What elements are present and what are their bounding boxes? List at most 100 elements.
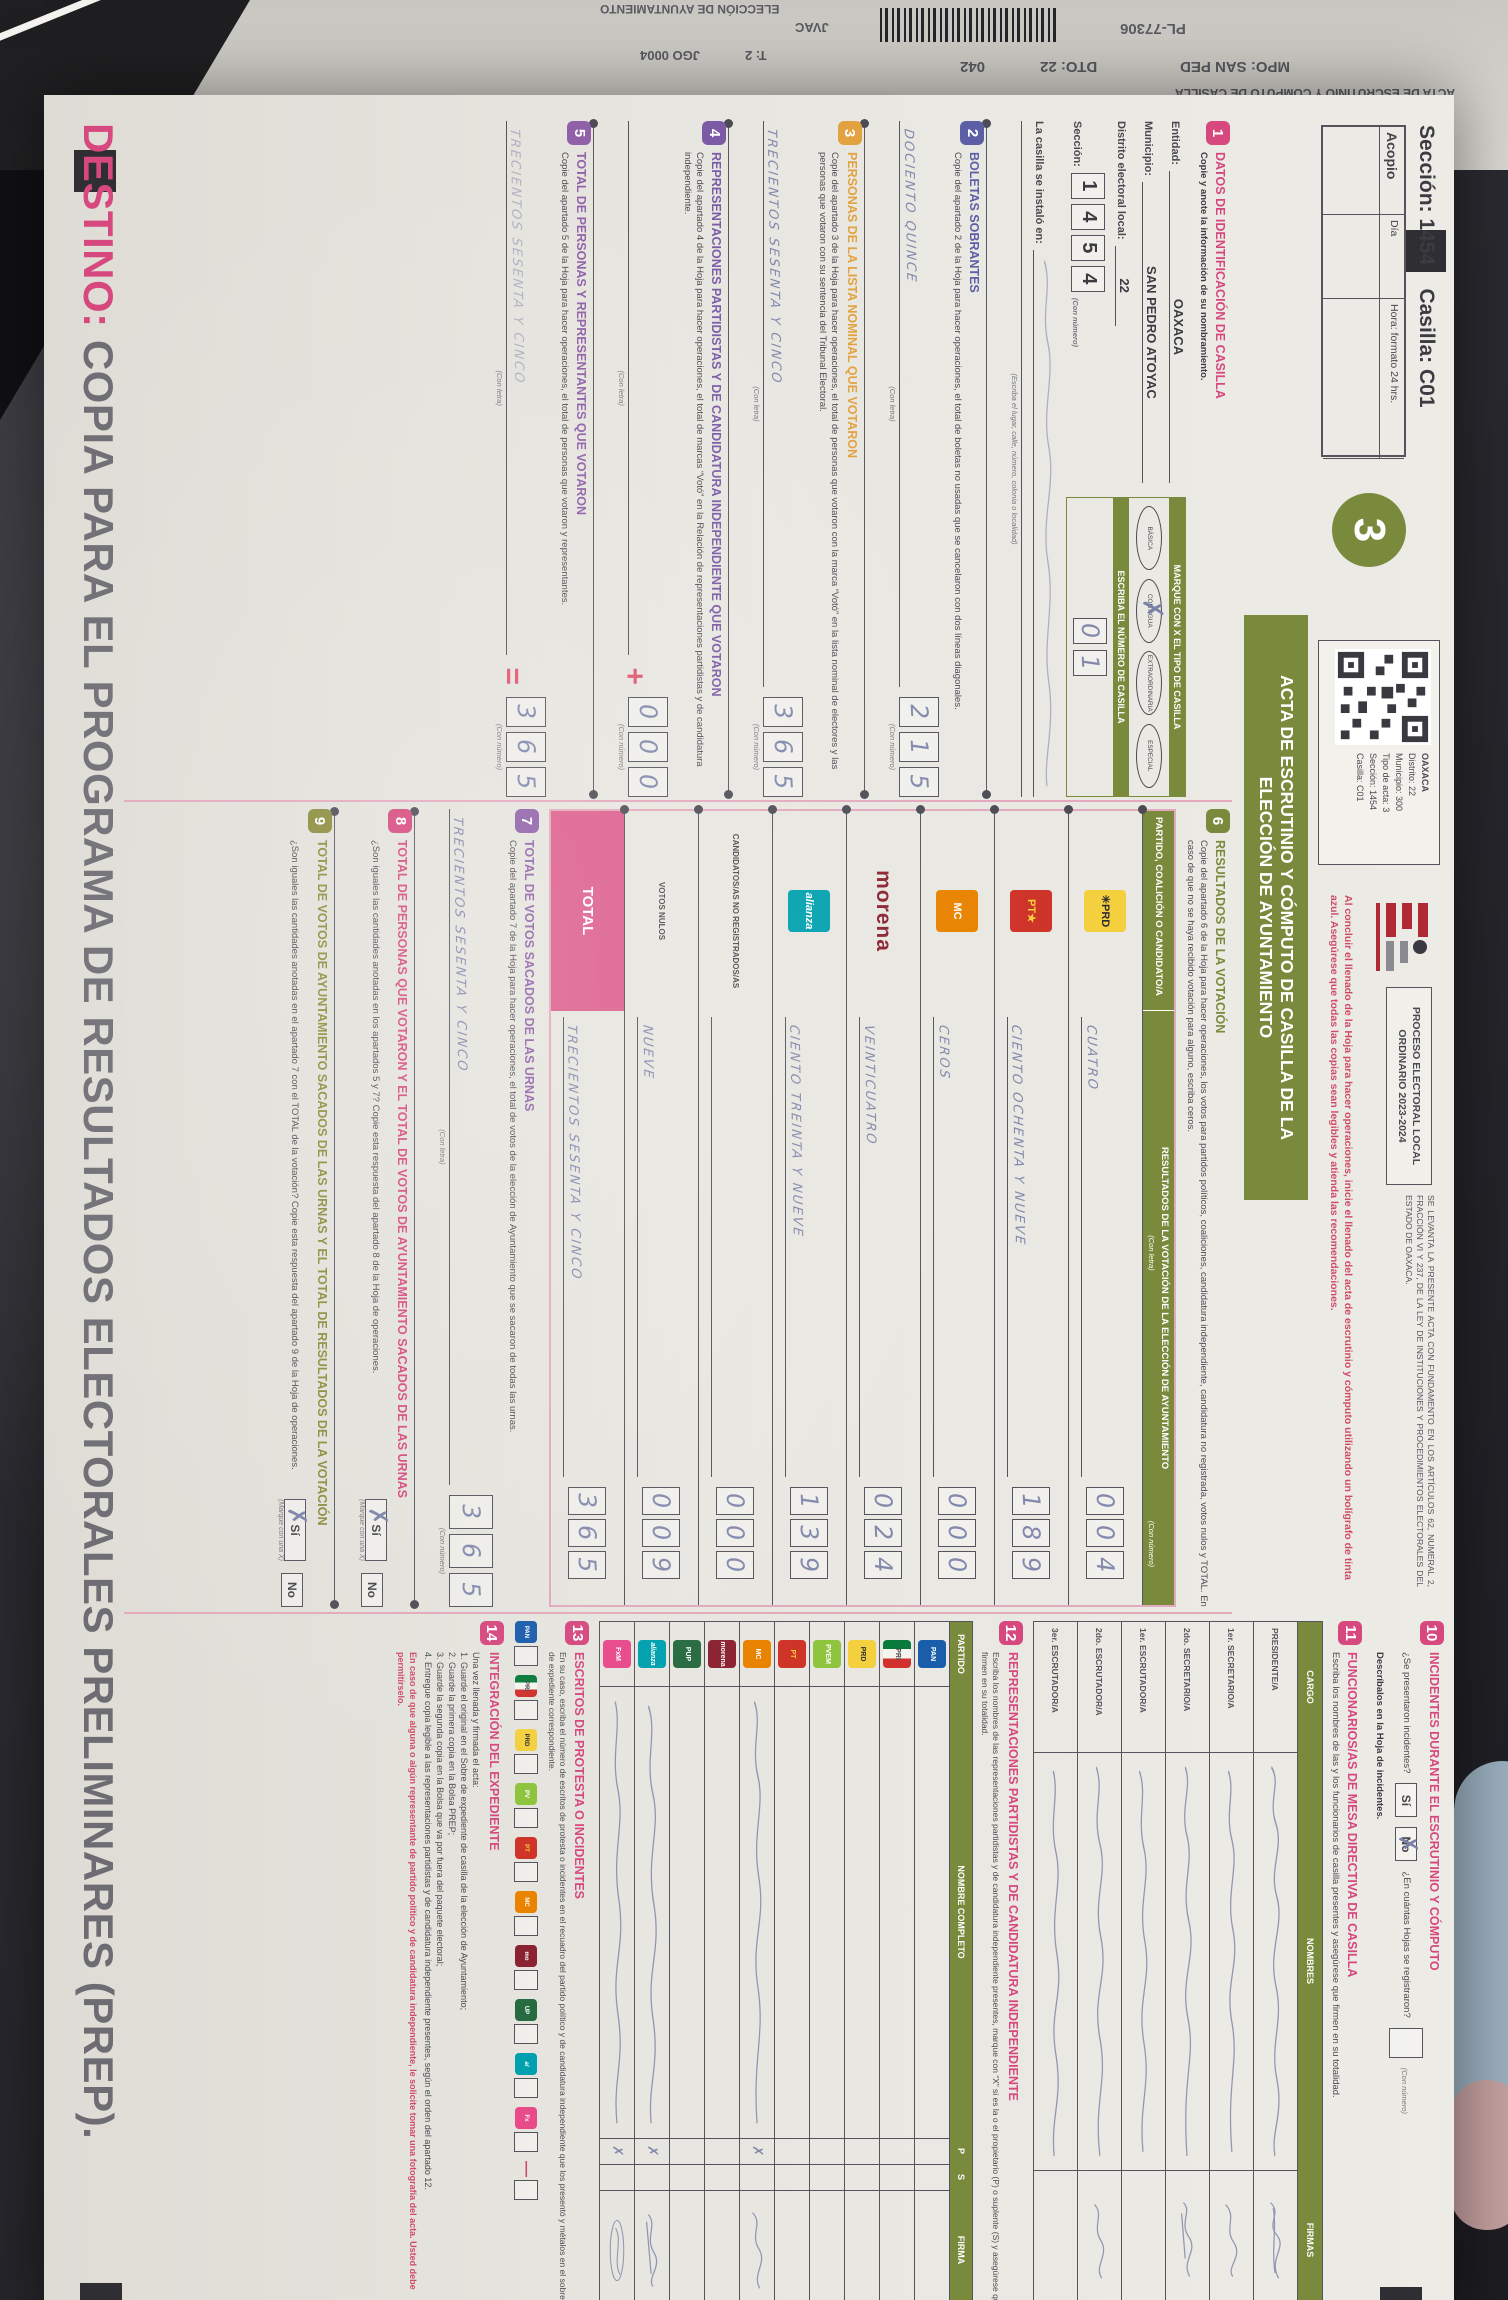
section-1-datos-identificacion: 1 DATOS DE IDENTIFICACIÓN DE CASILLA Cop… bbox=[1010, 121, 1230, 797]
handwritten-name bbox=[1138, 1770, 1148, 2153]
section-4-representaciones-votaron: 4 REPRESENTACIONES PARTIDISTAS Y DE CAND… bbox=[617, 121, 727, 797]
funcionario-row: 2do. SECRETARIO/A bbox=[1165, 1622, 1210, 2300]
section-10-title: INCIDENTES DURANTE EL ESCRUTINIO Y CÓMPU… bbox=[1427, 1652, 1441, 1971]
casilla-tipo-title: MARQUE CON X EL TIPO DE CASILLA bbox=[1169, 498, 1186, 796]
section-separator bbox=[728, 121, 743, 797]
funcionario-row: 1er. ESCRUTADOR/A bbox=[1121, 1622, 1166, 2300]
mc-letra: CEROS bbox=[935, 1024, 952, 1081]
dia-empty-cell bbox=[1323, 215, 1379, 299]
rep-row-fxm: FxM ✗ bbox=[600, 1622, 636, 2300]
acopio-box: Acopio Día Hora: formato 24 hrs. bbox=[1321, 125, 1406, 459]
corner-block: Sección: 1454 Casilla: C01 Acopio Día Ho… bbox=[1321, 125, 1438, 459]
x-mark-si: ✗ bbox=[282, 1504, 313, 1529]
rep-row-mc: MC ✗ bbox=[740, 1622, 776, 2300]
escritos-count-box bbox=[513, 2180, 538, 2200]
signature-scribble bbox=[752, 2212, 763, 2289]
seccion-field-label: Sección: bbox=[1071, 121, 1084, 167]
section-1-badge: 1 bbox=[1206, 121, 1230, 145]
seccion-value: 1454 bbox=[1415, 218, 1438, 266]
bag-dto: DTO: 22 bbox=[1040, 58, 1098, 75]
rep-row-pvem: PVEM bbox=[810, 1622, 846, 2300]
barcode-icon bbox=[880, 8, 1060, 42]
x-mark-contigua: ✗ bbox=[1136, 596, 1169, 622]
incidentes-note: Descríbalos en la Hoja de incidentes. bbox=[1373, 1652, 1385, 1820]
section-6-badge: 6 bbox=[1206, 809, 1230, 833]
acopio-label: Acopio bbox=[1379, 127, 1404, 215]
handwritten-name bbox=[1184, 1766, 1192, 2157]
handwritten-name bbox=[614, 1701, 622, 2124]
morena-letra: VEINTICUATRO bbox=[860, 1023, 878, 1147]
casilla-label: Casilla: bbox=[1415, 288, 1438, 364]
acta-document: Sección: 1454 Casilla: C01 Acopio Día Ho… bbox=[44, 95, 1454, 2300]
nueva-alianza-logo-icon: al bbox=[514, 2053, 537, 2075]
funcionario-row: 1er. SECRETARIO/A bbox=[1209, 1622, 1254, 2300]
morena-logo-icon: morena bbox=[708, 1640, 737, 1668]
col-p: P bbox=[950, 2138, 973, 2164]
pup-logo-icon: UP bbox=[514, 1999, 537, 2021]
distrito-label: Distrito electoral local: bbox=[1115, 121, 1128, 240]
section-13-escritos-protesta: 13 ESCRITOS DE PROTESTA O INCIDENTES En … bbox=[513, 1621, 590, 2300]
mc-logo-icon: MC bbox=[514, 1891, 537, 1913]
nulos-letra: NUEVE bbox=[639, 1024, 656, 1081]
section-12-representaciones: 12 REPRESENTACIONES PARTIDISTAS Y DE CAN… bbox=[599, 1621, 1023, 2300]
col-nombres: NOMBRES bbox=[1297, 1752, 1322, 2170]
signature-scribble bbox=[646, 2214, 658, 2287]
section-13-title: ESCRITOS DE PROTESTA O INCIDENTES bbox=[572, 1652, 587, 1900]
section-3-text: Copie del apartado 3 de la Hoja para hac… bbox=[816, 152, 841, 770]
section-7-title: TOTAL DE VOTOS SACADOS DE LAS URNAS bbox=[521, 840, 536, 1112]
incidentes-q2: ¿En cuántas Hojas se registraron? bbox=[1400, 1871, 1412, 2018]
section-3-personas-lista-nominal: 3 PERSONAS DE LA LISTA NOMINAL QUE VOTAR… bbox=[753, 121, 862, 797]
section-6-resultados: 6 RESULTADOS DE LA VOTACIÓN Copie del ap… bbox=[548, 809, 1230, 1607]
results-table-header: PARTIDO, COALICIÓN O CANDIDATO/A RESULTA… bbox=[1142, 811, 1174, 1605]
col-nombre-completo: NOMBRE COMPLETO bbox=[950, 1686, 973, 2138]
checkbox-no: No bbox=[361, 1573, 384, 1607]
letra-line: TRECIENTOS SESENTA Y CINCO bbox=[763, 121, 790, 687]
destino-label: DESTINO: bbox=[75, 123, 122, 328]
bag-code-jvac: JVAC bbox=[795, 20, 829, 35]
integracion-intro: Una vez llenada y firmada el acta: bbox=[471, 1652, 482, 1788]
escritos-count-box bbox=[513, 2132, 538, 2152]
independiente-dash: — bbox=[517, 2161, 535, 2177]
casilla-num-1: 1 bbox=[1075, 654, 1105, 672]
entidad-value: OAXACA bbox=[1169, 171, 1187, 483]
handwritten-name bbox=[1095, 1766, 1104, 2157]
con-letra-label: (Con letra) bbox=[1146, 1235, 1156, 1271]
escritos-count-box bbox=[513, 2024, 538, 2044]
oval-basica: BÁSICA bbox=[1136, 506, 1163, 571]
pan-logo-icon: PAN bbox=[514, 1621, 537, 1643]
copy-number-badge: 3 bbox=[1332, 493, 1406, 567]
checkbox-no: No bbox=[280, 1573, 303, 1607]
nulos-label: VOTOS NULOS bbox=[657, 881, 667, 941]
prd-logo-icon: PRD bbox=[514, 1729, 537, 1751]
section-11-title: FUNCIONARIOS/AS DE MESA DIRECTIVA DE CAS… bbox=[1345, 1652, 1360, 1978]
x-mark-no: ✗ bbox=[1392, 1832, 1423, 1857]
qr-state: OAXACA bbox=[1420, 753, 1430, 793]
section-6-text: Copie del apartado 6 de la Hoja para hac… bbox=[1185, 840, 1209, 1607]
ieepco-logo bbox=[1376, 903, 1428, 971]
escritos-count-box bbox=[513, 1970, 538, 1990]
checkbox-si: Sí ✗ bbox=[282, 1499, 313, 1561]
section-9-text: ¿Son iguales las cantidades anotadas en … bbox=[289, 840, 301, 1470]
signature-scribble bbox=[1181, 2202, 1193, 2277]
section-9-comparacion-7-total: 9 TOTAL DE VOTOS DE AYUNTAMIENTO SACADOS… bbox=[277, 809, 332, 1607]
finger-blob bbox=[1450, 2080, 1508, 2230]
escritos-count-box bbox=[513, 1862, 538, 1882]
section-5-total-personas: 5 TOTAL DE PERSONAS Y REPRESENTANTES QUE… bbox=[495, 121, 592, 797]
section-11-funcionarios: 11 FUNCIONARIOS/AS DE MESA DIRECTIVA DE … bbox=[1032, 1621, 1363, 2300]
proceso-electoral-box: PROCESO ELECTORAL LOCAL ORDINARIO 2023-2… bbox=[1385, 987, 1432, 1185]
section-2-title: BOLETAS SOBRANTES bbox=[967, 152, 982, 293]
col-firmas: FIRMAS bbox=[1297, 2170, 1322, 2300]
total-label: TOTAL bbox=[550, 811, 624, 1011]
section-10-badge: 10 bbox=[1420, 1621, 1444, 1645]
municipio-label: Municipio: bbox=[1142, 121, 1155, 176]
rep-row-nueva-alianza: alianza ✗ bbox=[635, 1622, 671, 2300]
col-partido: PARTIDO bbox=[950, 1622, 973, 1686]
section-12-title: REPRESENTACIONES PARTIDISTAS Y DE CANDID… bbox=[1005, 1652, 1020, 2101]
middle-column: 6 RESULTADOS DE LA VOTACIÓN Copie del ap… bbox=[267, 809, 1230, 1607]
mc-logo-icon: MC bbox=[743, 1640, 772, 1668]
pvem-logo-icon: PVEM bbox=[813, 1640, 842, 1668]
nueva-alianza-logo-icon: alianza bbox=[788, 890, 831, 932]
